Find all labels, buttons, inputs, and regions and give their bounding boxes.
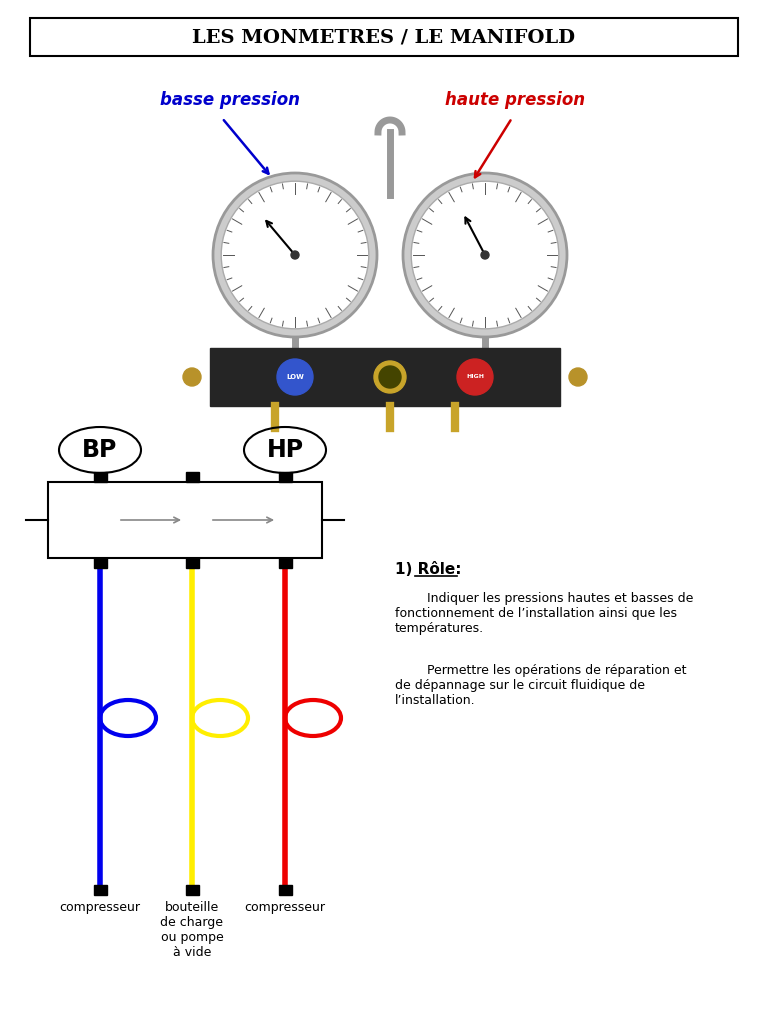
Text: compresseur: compresseur: [59, 901, 141, 914]
Circle shape: [569, 368, 587, 386]
Circle shape: [213, 173, 377, 337]
Bar: [279, 885, 292, 895]
Circle shape: [291, 251, 299, 259]
Bar: [210, 348, 560, 406]
Bar: [279, 472, 292, 482]
Bar: [48, 482, 322, 558]
Bar: [186, 472, 199, 482]
Bar: [94, 885, 107, 895]
Circle shape: [221, 181, 369, 329]
Circle shape: [379, 366, 401, 388]
FancyBboxPatch shape: [30, 18, 738, 56]
Text: LES MONMETRES / LE MANIFOLD: LES MONMETRES / LE MANIFOLD: [193, 28, 575, 46]
Bar: [186, 885, 199, 895]
Text: 1) Rôle:: 1) Rôle:: [395, 562, 462, 577]
Text: BP: BP: [82, 438, 118, 462]
Bar: [94, 472, 107, 482]
Text: HP: HP: [266, 438, 303, 462]
Text: Permettre les opérations de réparation et
de dépannage sur le circuit fluidique : Permettre les opérations de réparation e…: [395, 664, 687, 707]
Text: haute pression: haute pression: [445, 91, 585, 109]
Bar: [279, 558, 292, 568]
Bar: [94, 558, 107, 568]
Circle shape: [457, 359, 493, 395]
Text: compresseur: compresseur: [244, 901, 326, 914]
Text: HIGH: HIGH: [466, 375, 484, 380]
Text: bouteille
de charge
ou pompe
à vide: bouteille de charge ou pompe à vide: [161, 901, 223, 959]
Circle shape: [183, 368, 201, 386]
Text: basse pression: basse pression: [160, 91, 300, 109]
Circle shape: [411, 181, 559, 329]
Circle shape: [481, 251, 489, 259]
Circle shape: [403, 173, 567, 337]
Circle shape: [374, 361, 406, 393]
Text: Indiquer les pressions hautes et basses de
fonctionnement de l’installation ains: Indiquer les pressions hautes et basses …: [395, 592, 694, 635]
Circle shape: [277, 359, 313, 395]
Bar: [186, 558, 199, 568]
Text: LOW: LOW: [286, 374, 304, 380]
